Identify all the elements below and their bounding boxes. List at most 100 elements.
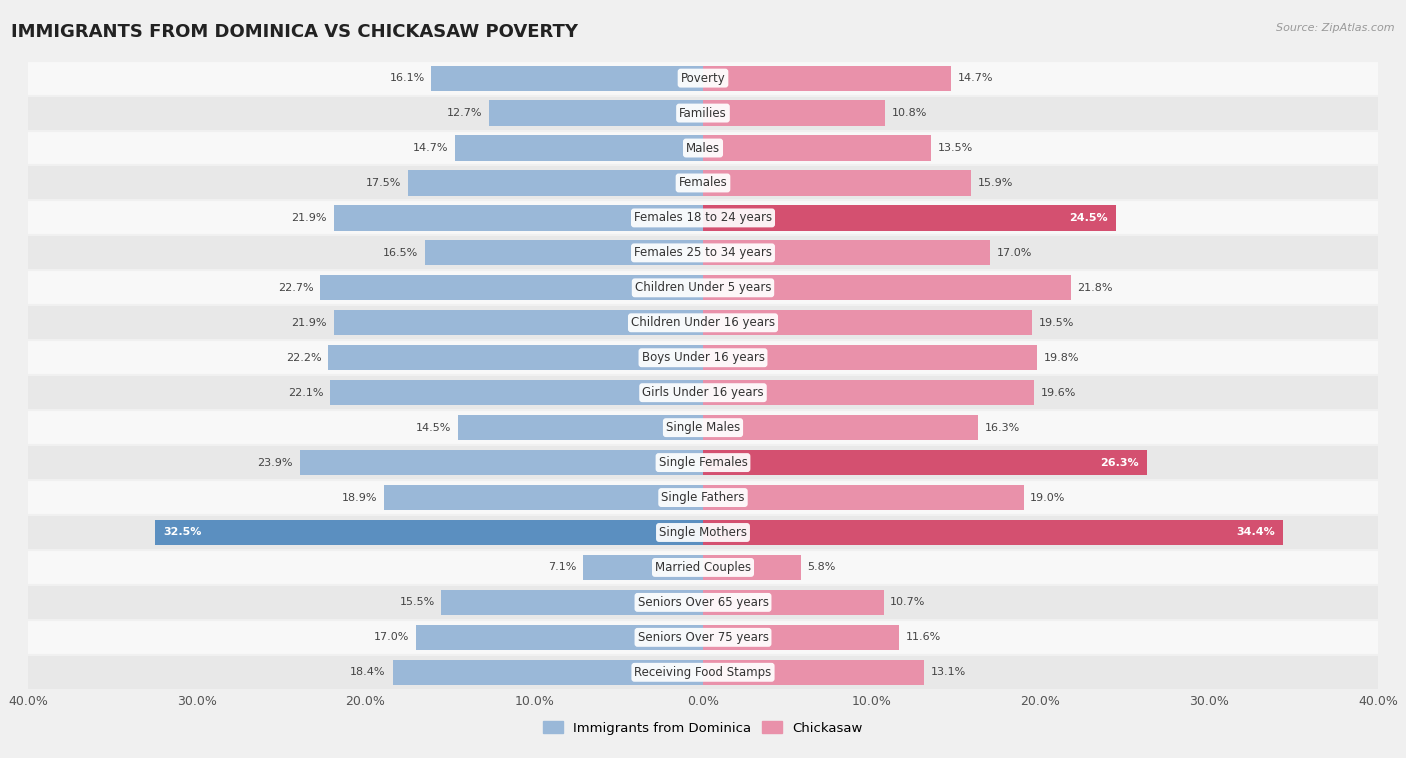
- Text: 12.7%: 12.7%: [447, 108, 482, 118]
- Text: 18.9%: 18.9%: [342, 493, 377, 503]
- Text: 14.7%: 14.7%: [957, 73, 993, 83]
- Text: 10.7%: 10.7%: [890, 597, 925, 607]
- Text: Boys Under 16 years: Boys Under 16 years: [641, 351, 765, 365]
- Bar: [703, 555, 801, 580]
- Bar: [392, 659, 703, 685]
- Text: 19.6%: 19.6%: [1040, 387, 1076, 398]
- Bar: [703, 590, 883, 615]
- Bar: [333, 205, 703, 230]
- Text: 22.1%: 22.1%: [288, 387, 323, 398]
- Bar: [28, 271, 1378, 305]
- Bar: [703, 310, 1032, 335]
- Text: 19.5%: 19.5%: [1039, 318, 1074, 327]
- Text: 13.5%: 13.5%: [938, 143, 973, 153]
- Text: Females 25 to 34 years: Females 25 to 34 years: [634, 246, 772, 259]
- Bar: [28, 165, 1378, 200]
- Bar: [703, 520, 1284, 545]
- Bar: [408, 171, 703, 196]
- Bar: [458, 415, 703, 440]
- Text: Single Fathers: Single Fathers: [661, 491, 745, 504]
- Legend: Immigrants from Dominica, Chickasaw: Immigrants from Dominica, Chickasaw: [538, 716, 868, 740]
- Text: 18.4%: 18.4%: [350, 667, 385, 678]
- Bar: [155, 520, 703, 545]
- Bar: [28, 480, 1378, 515]
- Bar: [28, 340, 1378, 375]
- Text: 22.2%: 22.2%: [285, 352, 322, 363]
- Bar: [28, 200, 1378, 236]
- Bar: [441, 590, 703, 615]
- Bar: [384, 485, 703, 510]
- Text: 15.9%: 15.9%: [979, 178, 1014, 188]
- Bar: [321, 275, 703, 300]
- Bar: [28, 61, 1378, 96]
- Text: Females: Females: [679, 177, 727, 190]
- Text: 26.3%: 26.3%: [1099, 458, 1139, 468]
- Text: 21.8%: 21.8%: [1077, 283, 1114, 293]
- Text: 34.4%: 34.4%: [1236, 528, 1275, 537]
- Bar: [489, 101, 703, 126]
- Text: Single Mothers: Single Mothers: [659, 526, 747, 539]
- Text: Single Females: Single Females: [658, 456, 748, 469]
- Bar: [703, 136, 931, 161]
- Text: 32.5%: 32.5%: [163, 528, 201, 537]
- Text: 16.3%: 16.3%: [984, 423, 1019, 433]
- Bar: [28, 655, 1378, 690]
- Bar: [330, 380, 703, 406]
- Text: 21.9%: 21.9%: [291, 213, 326, 223]
- Text: 11.6%: 11.6%: [905, 632, 941, 642]
- Bar: [703, 380, 1033, 406]
- Bar: [583, 555, 703, 580]
- Bar: [28, 130, 1378, 165]
- Text: Children Under 16 years: Children Under 16 years: [631, 316, 775, 329]
- Text: Girls Under 16 years: Girls Under 16 years: [643, 386, 763, 399]
- Text: 7.1%: 7.1%: [548, 562, 576, 572]
- Text: 15.5%: 15.5%: [399, 597, 434, 607]
- Text: 21.9%: 21.9%: [291, 318, 326, 327]
- Bar: [456, 136, 703, 161]
- Text: 19.0%: 19.0%: [1031, 493, 1066, 503]
- Text: 23.9%: 23.9%: [257, 458, 292, 468]
- Bar: [329, 345, 703, 371]
- Text: 17.5%: 17.5%: [366, 178, 401, 188]
- Bar: [703, 240, 990, 265]
- Text: 5.8%: 5.8%: [807, 562, 837, 572]
- Text: Seniors Over 75 years: Seniors Over 75 years: [637, 631, 769, 644]
- Text: Receiving Food Stamps: Receiving Food Stamps: [634, 666, 772, 679]
- Text: 16.1%: 16.1%: [389, 73, 425, 83]
- Bar: [28, 375, 1378, 410]
- Text: Females 18 to 24 years: Females 18 to 24 years: [634, 211, 772, 224]
- Text: Married Couples: Married Couples: [655, 561, 751, 574]
- Bar: [28, 620, 1378, 655]
- Text: Single Males: Single Males: [666, 421, 740, 434]
- Text: 14.5%: 14.5%: [416, 423, 451, 433]
- Text: 17.0%: 17.0%: [374, 632, 409, 642]
- Bar: [28, 305, 1378, 340]
- Bar: [703, 205, 1116, 230]
- Text: Children Under 5 years: Children Under 5 years: [634, 281, 772, 294]
- Bar: [28, 96, 1378, 130]
- Bar: [28, 515, 1378, 550]
- Bar: [703, 450, 1147, 475]
- Text: Seniors Over 65 years: Seniors Over 65 years: [637, 596, 769, 609]
- Text: Poverty: Poverty: [681, 71, 725, 85]
- Bar: [28, 550, 1378, 585]
- Bar: [703, 415, 979, 440]
- Bar: [703, 65, 950, 91]
- Bar: [28, 445, 1378, 480]
- Text: Males: Males: [686, 142, 720, 155]
- Text: 10.8%: 10.8%: [891, 108, 928, 118]
- Text: 16.5%: 16.5%: [382, 248, 418, 258]
- Bar: [28, 410, 1378, 445]
- Bar: [28, 585, 1378, 620]
- Bar: [703, 659, 924, 685]
- Bar: [703, 275, 1071, 300]
- Bar: [703, 171, 972, 196]
- Text: 14.7%: 14.7%: [413, 143, 449, 153]
- Text: 22.7%: 22.7%: [277, 283, 314, 293]
- Bar: [703, 625, 898, 650]
- Text: 19.8%: 19.8%: [1043, 352, 1080, 363]
- Bar: [703, 485, 1024, 510]
- Text: 24.5%: 24.5%: [1070, 213, 1108, 223]
- Bar: [299, 450, 703, 475]
- Text: 13.1%: 13.1%: [931, 667, 966, 678]
